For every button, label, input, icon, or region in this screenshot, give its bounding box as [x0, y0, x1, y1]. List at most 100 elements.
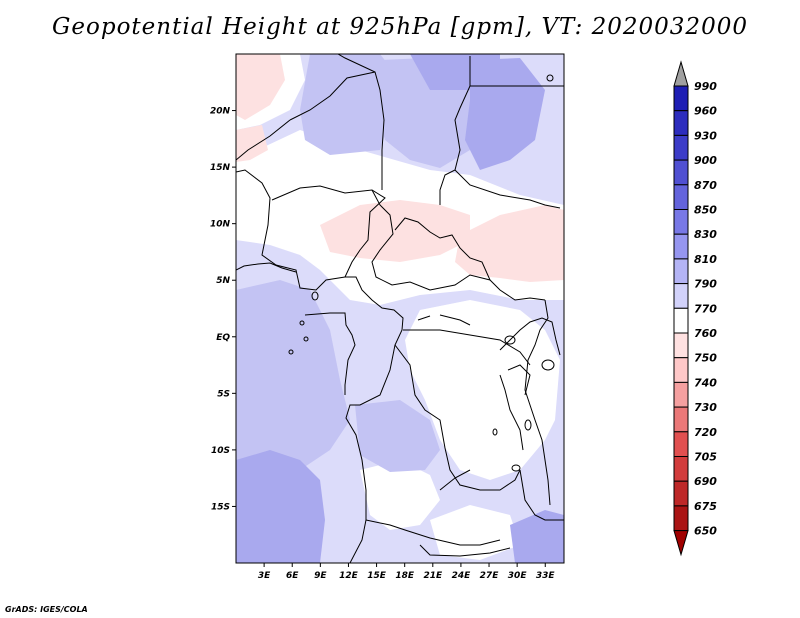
border-line — [439, 56, 471, 205]
border-line — [417, 315, 431, 321]
lon-tick-label: 21E — [423, 571, 443, 581]
border-line — [236, 169, 346, 291]
lake-outline — [524, 419, 532, 431]
colorbar-segment — [673, 233, 689, 260]
colorbar-bottom-arrow — [673, 530, 689, 557]
colorbar-label: 740 — [694, 376, 717, 389]
colorbar-label: 900 — [694, 154, 717, 167]
colorbar-label: 720 — [694, 426, 717, 439]
colorbar-segment — [673, 258, 689, 285]
lat-tick-label: EQ — [216, 333, 230, 343]
border-line — [345, 276, 404, 563]
lake-outline — [541, 359, 555, 371]
colorbar-label: 810 — [694, 253, 717, 266]
contour-region-darkblue — [410, 54, 500, 90]
border-line — [337, 54, 385, 190]
plot-frame — [235, 53, 565, 564]
colorbar-label: 850 — [694, 204, 717, 217]
colorbar-segment — [673, 357, 689, 383]
colorbar-label: 690 — [694, 475, 717, 488]
border-line — [289, 71, 376, 121]
colorbar-label: 730 — [694, 401, 717, 414]
lake-outline — [546, 74, 554, 82]
colorbar-label: 750 — [694, 352, 717, 365]
colorbar-segment — [673, 184, 689, 211]
border-line — [271, 185, 386, 278]
colorbar-label: 830 — [694, 228, 717, 241]
border-line — [394, 344, 521, 491]
colorbar-top-arrow — [673, 60, 689, 87]
border-line — [454, 169, 561, 209]
contour-region-darkblue — [510, 510, 564, 563]
colorbar-label: 760 — [694, 327, 717, 340]
colorbar-segment — [673, 456, 689, 482]
lat-tick-label: 20N — [210, 107, 231, 117]
contour-region-pink — [320, 200, 470, 262]
lon-tick-label: 15E — [367, 571, 387, 581]
colorbar-segment — [673, 332, 689, 359]
colorbar-label: 990 — [694, 80, 717, 93]
lon-tick-label: 3E — [258, 571, 271, 581]
contour-region-midblue — [236, 280, 350, 475]
colorbar-label: 675 — [694, 500, 717, 513]
lat-tick-label: 15S — [211, 502, 230, 512]
border-line — [439, 314, 471, 326]
colorbar-label: 790 — [694, 278, 717, 291]
contour-region-midblue — [355, 400, 440, 472]
lake-outline — [492, 428, 498, 436]
colorbar-label: 870 — [694, 179, 717, 192]
lat-tick-label: 5N — [216, 276, 230, 286]
lon-tick-label: 30E — [508, 571, 528, 581]
colorbar-segment — [673, 134, 689, 161]
lat-tick-label: 15N — [210, 163, 231, 173]
lake-outline — [511, 464, 521, 472]
lat-tick-label: 10S — [211, 446, 230, 456]
border-line — [499, 317, 561, 356]
border-line — [394, 217, 491, 281]
colorbar-label: 650 — [694, 525, 717, 538]
lake-outline — [311, 291, 319, 301]
lake-outline — [299, 320, 305, 326]
lon-tick-label: 9E — [314, 571, 327, 581]
lake-outline — [504, 335, 516, 345]
colorbar-label: 705 — [694, 451, 717, 464]
colorbar-segment — [673, 307, 689, 334]
border-line — [371, 189, 546, 301]
colorbar-segment — [673, 406, 689, 433]
border-line — [236, 262, 297, 273]
colorbar-segment — [673, 381, 689, 408]
lat-tick-label: 10N — [210, 220, 231, 230]
border-line — [365, 519, 501, 546]
map-plot-area — [235, 53, 565, 564]
border-line — [507, 364, 531, 396]
border-line — [519, 469, 564, 521]
border-line — [419, 544, 511, 557]
contour-region-pink — [236, 54, 285, 120]
contour-region-white — [360, 460, 440, 530]
border-line — [524, 299, 551, 506]
border-line — [236, 119, 291, 161]
lon-tick-label: 12E — [339, 571, 359, 581]
map-axes: 20N 15N 10N 5N EQ 5S 10S 15S 3E 6E 9E 12E 15E 18E 21E 2… — [210, 107, 556, 581]
lon-tick-label: 24E — [452, 571, 472, 581]
colorbar-segment — [673, 431, 689, 457]
lon-tick-label: 6E — [286, 571, 299, 581]
contour-region-midblue — [300, 54, 400, 155]
colorbar-segment — [673, 505, 689, 532]
colorbar-label: 930 — [694, 129, 717, 142]
lat-tick-label: 5S — [217, 389, 230, 399]
colorbar-segment — [673, 283, 689, 309]
lake-outline — [303, 336, 309, 342]
lon-tick-label: 18E — [395, 571, 415, 581]
chart-title: Geopotential Height at 925hPa [gpm], VT:… — [52, 14, 748, 40]
colorbar-segment — [673, 480, 689, 507]
contour-region-darkblue — [236, 450, 325, 563]
colorbar-segment — [673, 159, 689, 186]
border-line — [499, 374, 524, 451]
grads-credit: GrADS: IGES/COLA — [5, 605, 88, 614]
border-line — [304, 312, 356, 395]
border-line — [439, 469, 471, 491]
height-field — [236, 54, 564, 563]
country-borders — [236, 54, 564, 563]
